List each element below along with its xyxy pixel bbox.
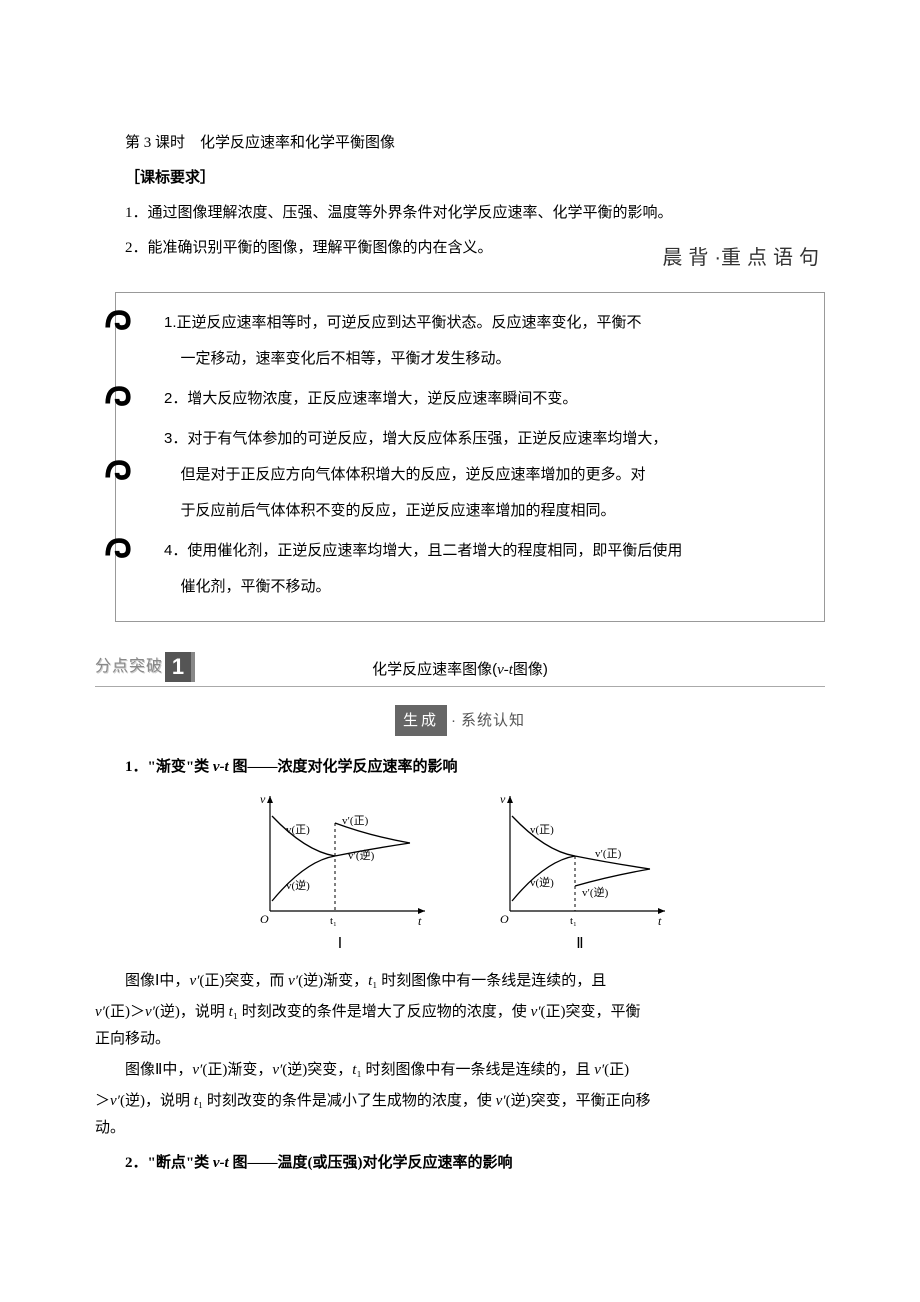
sub2-vt: v-t	[213, 1155, 229, 1171]
vpni-label: v′(逆)	[348, 848, 375, 862]
axis-t-label: t	[658, 914, 662, 928]
shengcheng-dot: ·	[451, 712, 457, 729]
lesson-title: 第 3 课时 化学反应速率和化学平衡图像	[95, 130, 825, 157]
vpzheng-label: v′(正)	[595, 848, 622, 860]
diagram-1: v t O v(正) v(逆) t₁ v′(正) v′(逆) Ⅰ	[250, 791, 430, 958]
sub2-prefix: 2．"断点"类	[125, 1155, 213, 1171]
roman-1: Ⅰ	[250, 931, 430, 958]
section-title: 化学反应速率图像(v-t图像)	[372, 656, 548, 684]
chenbei-dot: ·	[714, 247, 721, 269]
vzheng-label: v(正)	[286, 824, 310, 836]
vzheng-label: v(正)	[530, 824, 554, 836]
vni-label: v(逆)	[530, 875, 554, 889]
paragraph-1c: 正向移动。	[95, 1026, 825, 1053]
key-point-text: 3．对于有气体参加的可逆反应，增大反应体系压强，正逆反应速率均增大，	[164, 421, 806, 457]
swirl-icon	[104, 383, 132, 411]
key-point-text: 4．使用催化剂，正逆反应速率均增大，且二者增大的程度相同，即平衡后使用	[164, 533, 806, 569]
swirl-icon	[104, 307, 132, 335]
axis-v-label: v	[500, 792, 506, 806]
chenbei-heading: 晨背·重点语句	[662, 240, 825, 276]
breakthrough-number: 1	[165, 652, 195, 682]
roman-2: Ⅱ	[490, 931, 670, 958]
key-point-cont2: 于反应前后气体体积不变的反应，正逆反应速率增加的程度相同。	[164, 493, 806, 529]
key-point-1: 1.正逆反应速率相等时，可逆反应到达平衡状态。反应速率变化，平衡不 一定移动，速…	[164, 305, 806, 377]
sub2-suffix: 图——温度(或压强)对化学反应速率的影响	[229, 1155, 513, 1171]
key-point-text: 2．增大反应物浓度，正反应速率增大，逆反应速率瞬间不变。	[164, 381, 806, 417]
subhead-2: 2．"断点"类 v-t 图——温度(或压强)对化学反应速率的影响	[95, 1150, 825, 1177]
diagram-2: v t O v(正) v(逆) t₁ v′(正) v′(逆) Ⅱ	[490, 791, 670, 958]
paragraph-2c: 动。	[95, 1115, 825, 1142]
key-point-text: 1.正逆反应速率相等时，可逆反应到达平衡状态。反应速率变化，平衡不	[164, 305, 806, 341]
sub1-vt: v-t	[213, 759, 229, 775]
chenbei-left: 晨背	[662, 247, 714, 269]
origin-o: O	[260, 912, 269, 926]
chenbei-right: 重点语句	[721, 247, 825, 269]
key-point-cont: 一定移动，速率变化后不相等，平衡才发生移动。	[164, 341, 806, 377]
t1-label: t₁	[330, 915, 337, 927]
key-point-4: 4．使用催化剂，正逆反应速率均增大，且二者增大的程度相同，即平衡后使用 催化剂，…	[164, 533, 806, 605]
shengcheng-badge: 生成	[395, 705, 447, 736]
vpzheng-label: v′(正)	[342, 815, 369, 827]
sub1-suffix: 图——浓度对化学反应速率的影响	[229, 759, 458, 775]
swirl-icon	[104, 535, 132, 563]
axis-t-label: t	[418, 914, 422, 928]
paragraph-2a: 图像Ⅱ中，v′(正)渐变，v′(逆)突变，t₁ 时刻图像中有一条线是连续的，且 …	[95, 1057, 825, 1084]
breakthrough-badge: 分点突破 1	[95, 652, 195, 682]
key-point-cont: 但是对于正反应方向气体体积增大的反应，逆反应速率增加的更多。对	[164, 457, 806, 493]
origin-o: O	[500, 912, 509, 926]
shengcheng-row: 生成·系统认知	[95, 705, 825, 736]
section-underline	[95, 686, 825, 687]
diagram-row: v t O v(正) v(逆) t₁ v′(正) v′(逆) Ⅰ v t	[95, 791, 825, 958]
vpni-label: v′(逆)	[582, 885, 609, 899]
key-point-3: 3．对于有气体参加的可逆反应，增大反应体系压强，正逆反应速率均增大， 但是对于正…	[164, 421, 806, 529]
kebiao-label: ［课标要求］	[95, 165, 825, 192]
subhead-1: 1．"渐变"类 v-t 图——浓度对化学反应速率的影响	[95, 754, 825, 781]
t1-label: t₁	[570, 915, 577, 927]
paragraph-1a: 图像Ⅰ中，v′(正)突变，而 v′(逆)渐变，t₁ 时刻图像中有一条线是连续的，…	[95, 968, 825, 995]
swirl-icon	[104, 457, 132, 485]
section-title-before: 化学反应速率图像(	[372, 661, 497, 678]
key-point-2: 2．增大反应物浓度，正反应速率增大，逆反应速率瞬间不变。	[164, 381, 806, 417]
objective-1: 1．通过图像理解浓度、压强、温度等外界条件对化学反应速率、化学平衡的影响。	[95, 200, 825, 227]
sub1-prefix: 1．"渐变"类	[125, 759, 213, 775]
section-title-after: 图像)	[513, 661, 548, 678]
key-point-cont: 催化剂，平衡不移动。	[164, 569, 806, 605]
breakthrough-label: 分点突破	[95, 653, 163, 682]
shengcheng-tail: 系统认知	[461, 712, 525, 729]
section-header: 分点突破 1 化学反应速率图像(v-t图像)	[95, 652, 825, 682]
section-title-vt: v-t	[497, 662, 513, 678]
paragraph-2b: ＞v′(逆)，说明 t₁ 时刻改变的条件是减小了生成物的浓度，使 v′(逆)突变…	[95, 1088, 825, 1115]
axis-v-label: v	[260, 792, 266, 806]
vni-label: v(逆)	[286, 878, 310, 892]
key-points-box: 1.正逆反应速率相等时，可逆反应到达平衡状态。反应速率变化，平衡不 一定移动，速…	[115, 292, 825, 622]
paragraph-1b: v′(正)＞v′(逆)，说明 t₁ 时刻改变的条件是增大了反应物的浓度，使 v′…	[95, 999, 825, 1026]
